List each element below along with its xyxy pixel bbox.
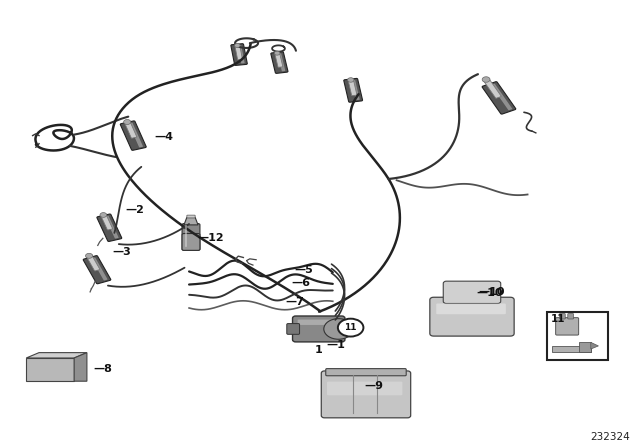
FancyBboxPatch shape [92,258,108,280]
FancyBboxPatch shape [327,382,403,395]
Text: —12: —12 [197,233,224,243]
FancyBboxPatch shape [86,255,100,271]
Bar [26,358,74,381]
Text: 11: 11 [344,323,357,332]
FancyBboxPatch shape [344,78,362,102]
Bar [579,342,591,352]
FancyBboxPatch shape [436,303,506,314]
Text: —2: —2 [125,205,144,215]
FancyBboxPatch shape [444,281,500,303]
Circle shape [324,319,353,339]
Polygon shape [591,342,598,349]
Text: —3: —3 [113,247,131,257]
FancyBboxPatch shape [278,53,285,71]
Circle shape [234,43,240,47]
FancyBboxPatch shape [129,123,143,147]
Text: 232324: 232324 [590,432,630,442]
FancyBboxPatch shape [351,80,360,100]
Circle shape [348,78,354,82]
FancyBboxPatch shape [287,323,300,334]
Bar [547,312,608,360]
Polygon shape [184,217,198,225]
FancyBboxPatch shape [83,256,111,284]
Polygon shape [26,353,87,358]
FancyBboxPatch shape [275,52,283,67]
Bar [552,346,591,352]
FancyBboxPatch shape [321,371,411,418]
FancyBboxPatch shape [271,52,288,73]
FancyBboxPatch shape [231,44,247,65]
Circle shape [482,77,490,82]
FancyBboxPatch shape [430,297,514,336]
FancyBboxPatch shape [298,319,340,325]
FancyBboxPatch shape [482,82,516,114]
FancyBboxPatch shape [124,121,137,138]
Text: 1: 1 [315,345,323,355]
Text: —10: —10 [478,287,505,297]
Text: 11: 11 [550,314,565,324]
Text: —6: —6 [291,278,310,288]
FancyBboxPatch shape [97,214,122,241]
FancyBboxPatch shape [326,369,406,376]
Circle shape [124,120,131,125]
Text: —4: —4 [154,132,173,142]
FancyBboxPatch shape [100,214,113,230]
Text: —10: —10 [476,288,503,298]
FancyBboxPatch shape [182,224,200,250]
Text: —5: —5 [294,265,313,275]
FancyBboxPatch shape [187,215,195,218]
FancyBboxPatch shape [348,79,357,95]
FancyBboxPatch shape [105,216,118,239]
Bar [184,233,198,236]
Text: —1: —1 [326,340,345,350]
Circle shape [338,319,364,336]
Text: —7: —7 [285,297,304,307]
FancyBboxPatch shape [235,45,243,60]
FancyBboxPatch shape [182,233,200,250]
FancyBboxPatch shape [556,318,579,335]
Text: —9: —9 [365,381,384,391]
Circle shape [100,213,107,217]
FancyBboxPatch shape [568,314,573,319]
Text: —8: —8 [93,364,112,374]
FancyBboxPatch shape [483,78,501,98]
FancyBboxPatch shape [238,45,244,64]
FancyBboxPatch shape [559,314,565,319]
Circle shape [86,253,93,258]
Polygon shape [74,353,87,381]
FancyBboxPatch shape [120,121,146,151]
FancyBboxPatch shape [491,84,512,110]
Circle shape [275,51,280,55]
FancyBboxPatch shape [292,316,345,342]
